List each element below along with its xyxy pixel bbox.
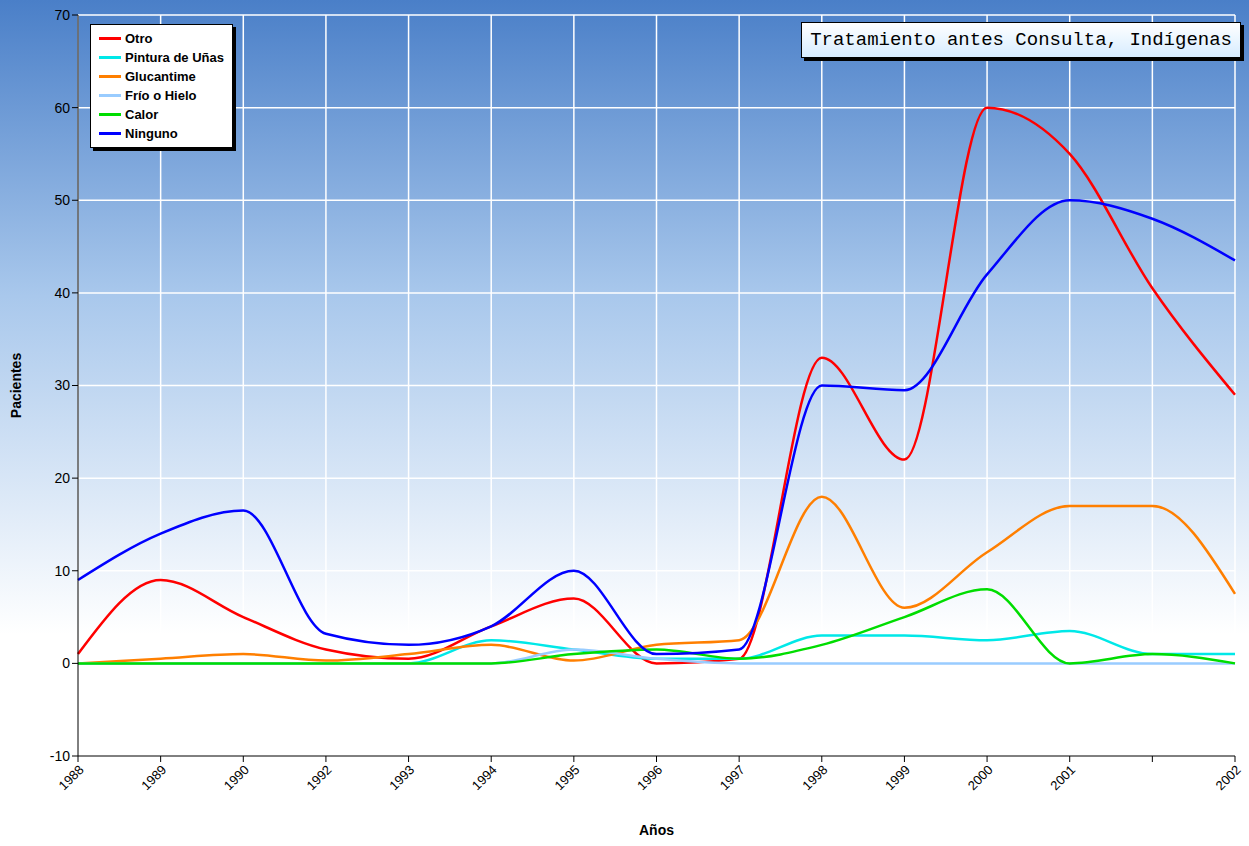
html-text:Pintura de Uñas: Pintura de Uñas — [125, 50, 224, 65]
svg-text:2000: 2000 — [965, 762, 996, 793]
svg-text:50: 50 — [54, 192, 70, 208]
html-text:Tratamiento antes Consulta, In: Tratamiento antes Consulta, Indígenas — [810, 29, 1232, 51]
svg-text:1997: 1997 — [717, 762, 748, 793]
svg-text:Pacientes: Pacientes — [8, 353, 24, 419]
svg-text:20: 20 — [54, 470, 70, 486]
svg-text:30: 30 — [54, 377, 70, 393]
svg-text:1990: 1990 — [221, 762, 252, 793]
html-text:Ninguno: Ninguno — [125, 126, 178, 141]
svg-text:1996: 1996 — [634, 762, 665, 793]
svg-text:60: 60 — [54, 100, 70, 116]
svg-text:1999: 1999 — [882, 762, 913, 793]
html-text:Calor: Calor — [125, 107, 159, 122]
svg-text:1998: 1998 — [799, 762, 830, 793]
svg-text:Años: Años — [639, 822, 674, 838]
html-text:Frío o Hielo: Frío o Hielo — [125, 88, 197, 103]
html-text:Otro: Otro — [125, 31, 153, 46]
svg-text:1994: 1994 — [469, 762, 500, 793]
svg-text:10: 10 — [54, 563, 70, 579]
svg-text:-10: -10 — [50, 748, 70, 764]
svg-text:2002: 2002 — [1213, 762, 1244, 793]
svg-text:70: 70 — [54, 7, 70, 23]
svg-text:1995: 1995 — [551, 762, 582, 793]
svg-text:40: 40 — [54, 285, 70, 301]
svg-text:1993: 1993 — [386, 762, 417, 793]
svg-text:2001: 2001 — [1047, 762, 1078, 793]
html-text:Glucantime: Glucantime — [125, 69, 196, 84]
svg-text:1992: 1992 — [304, 762, 335, 793]
svg-text:1989: 1989 — [138, 762, 169, 793]
svg-text:1988: 1988 — [56, 762, 87, 793]
svg-text:0: 0 — [62, 655, 70, 671]
